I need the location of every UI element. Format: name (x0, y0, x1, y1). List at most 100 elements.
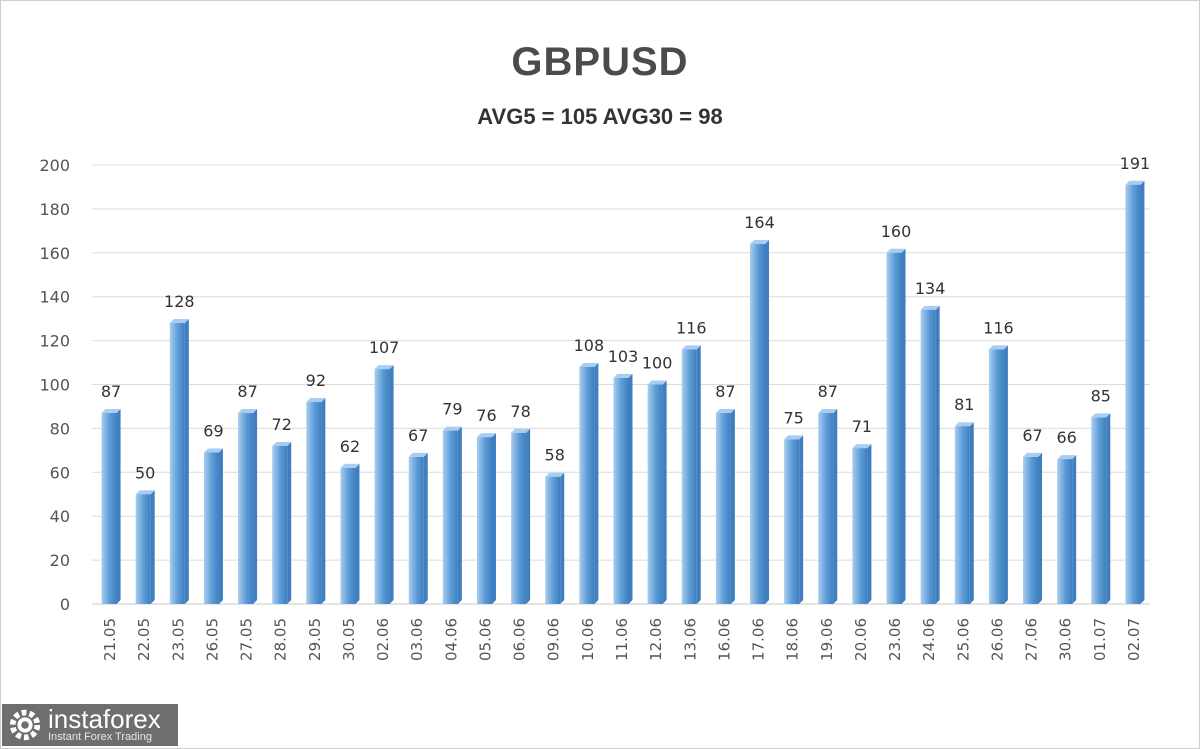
x-tick-label: 30.06 (1057, 618, 1075, 661)
bar (101, 409, 121, 604)
bar (852, 444, 872, 604)
data-label: 69 (203, 422, 223, 441)
data-label: 58 (545, 446, 565, 465)
x-tick-label: 27.05 (238, 618, 256, 661)
y-tick-label: 60 (50, 463, 70, 482)
x-tick-label: 10.06 (579, 618, 597, 661)
data-label: 62 (340, 437, 360, 456)
x-tick-label: 25.06 (954, 618, 972, 661)
data-label: 81 (954, 395, 974, 414)
data-label: 50 (135, 463, 155, 482)
bars (101, 180, 1145, 605)
y-tick-label: 20 (50, 551, 70, 570)
bar (886, 248, 906, 605)
chart-title: GBPUSD (511, 40, 689, 84)
data-label: 164 (744, 213, 775, 232)
y-tick-label: 180 (39, 200, 70, 219)
instaforex-watermark: instaforex Instant Forex Trading (2, 704, 178, 746)
x-tick-label: 27.06 (1023, 618, 1041, 661)
bar (374, 365, 394, 604)
bar (784, 435, 804, 604)
y-tick-label: 120 (39, 332, 70, 351)
data-label: 160 (881, 222, 912, 241)
x-tick-label: 26.05 (203, 618, 221, 661)
x-axis-ticks: 21.05 22.05 23.05 26.05 27.05 28.05 29.05 30.05… (101, 618, 1143, 661)
bar (715, 409, 735, 604)
bar (511, 428, 531, 604)
bar (954, 422, 974, 604)
y-tick-label: 160 (39, 244, 70, 263)
x-tick-label: 09.06 (545, 618, 563, 661)
bar (750, 240, 770, 604)
x-tick-label: 17.06 (750, 618, 768, 661)
bar (238, 409, 258, 604)
data-label: 116 (983, 318, 1014, 337)
x-tick-label: 11.06 (613, 618, 631, 661)
data-label: 85 (1091, 386, 1111, 405)
data-label: 108 (574, 336, 605, 355)
data-label: 67 (408, 426, 428, 445)
x-tick-label: 02.06 (374, 618, 392, 661)
data-label: 191 (1120, 154, 1151, 173)
bar (340, 463, 360, 604)
bar (169, 319, 189, 604)
x-tick-label: 01.07 (1091, 618, 1109, 661)
y-tick-label: 100 (39, 376, 70, 395)
y-axis-ticks: 0 20 40 60 80 100 120 140 160 180 200 (39, 156, 70, 614)
data-label: 67 (1022, 426, 1042, 445)
x-tick-label: 03.06 (408, 618, 426, 661)
data-label: 100 (642, 354, 673, 373)
data-label: 87 (818, 382, 838, 401)
bar (135, 490, 155, 604)
x-tick-label: 29.05 (306, 618, 324, 661)
x-tick-label: 23.06 (886, 618, 904, 661)
x-tick-label: 24.06 (920, 618, 938, 661)
y-tick-label: 140 (39, 288, 70, 307)
data-label: 78 (510, 402, 530, 421)
data-label: 76 (476, 406, 496, 425)
chart-subtitle: AVG5 = 105 AVG30 = 98 (477, 104, 723, 129)
y-tick-label: 0 (60, 595, 70, 614)
data-label: 71 (852, 417, 872, 436)
data-label: 87 (715, 382, 735, 401)
bar (442, 426, 462, 604)
watermark-brand: instaforex (48, 704, 161, 734)
data-label: 79 (442, 400, 462, 419)
y-tick-label: 80 (50, 419, 70, 438)
bar (272, 441, 292, 604)
bar (545, 472, 565, 604)
bar (203, 448, 223, 604)
bar (1091, 413, 1111, 604)
data-label: 87 (237, 382, 257, 401)
x-tick-label: 12.06 (647, 618, 665, 661)
data-label: 134 (915, 279, 946, 298)
data-label: 75 (783, 408, 803, 427)
bar (1057, 455, 1077, 604)
data-label: 66 (1056, 428, 1076, 447)
x-tick-label: 05.06 (476, 618, 494, 661)
data-label: 128 (164, 292, 195, 311)
watermark-tagline: Instant Forex Trading (48, 731, 152, 743)
x-tick-label: 23.05 (169, 618, 187, 661)
bar (306, 398, 326, 604)
x-tick-label: 19.06 (818, 618, 836, 661)
x-tick-label: 28.05 (272, 618, 290, 661)
bar (613, 373, 633, 604)
x-tick-label: 06.06 (511, 618, 529, 661)
y-tick-label: 200 (39, 156, 70, 175)
y-tick-label: 40 (50, 507, 70, 526)
bar (408, 452, 428, 604)
x-tick-label: 22.05 (135, 618, 153, 661)
data-label: 103 (608, 347, 639, 366)
x-tick-label: 18.06 (784, 618, 802, 661)
data-label: 116 (676, 318, 707, 337)
bar (988, 345, 1008, 604)
x-tick-label: 13.06 (681, 618, 699, 661)
x-tick-label: 02.07 (1125, 618, 1143, 661)
bar (818, 409, 838, 604)
x-tick-label: 26.06 (988, 618, 1006, 661)
bar (1023, 452, 1043, 604)
x-tick-label: 21.05 (101, 618, 119, 661)
